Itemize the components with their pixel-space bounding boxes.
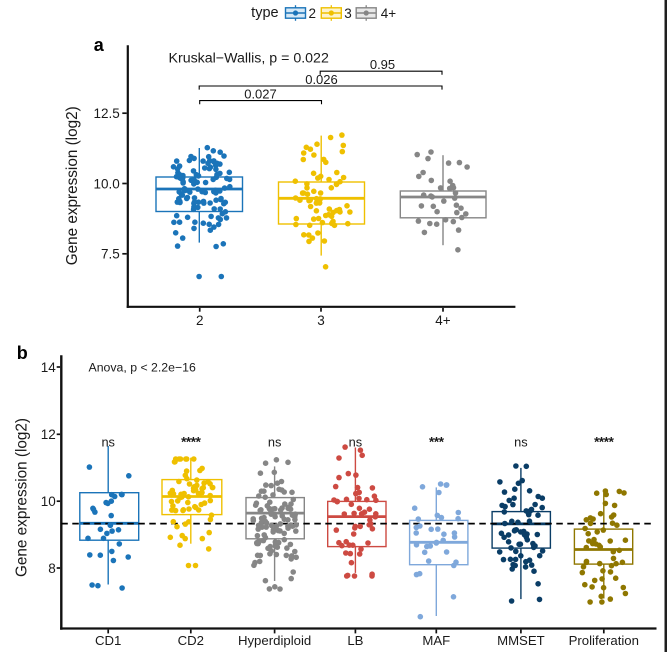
svg-text:0.95: 0.95 <box>370 57 395 72</box>
svg-text:7.5: 7.5 <box>101 247 120 262</box>
svg-text:Hyperdiploid: Hyperdiploid <box>238 633 311 648</box>
svg-text:12.5: 12.5 <box>94 106 120 121</box>
svg-text:CD2: CD2 <box>178 633 204 648</box>
svg-text:****: **** <box>594 435 615 450</box>
svg-text:14: 14 <box>41 360 57 375</box>
svg-text:3: 3 <box>317 313 325 328</box>
svg-text:4+: 4+ <box>435 313 451 328</box>
svg-text:type: type <box>251 5 278 21</box>
svg-text:Anova, p < 2.2e−16: Anova, p < 2.2e−16 <box>89 361 197 375</box>
svg-text:12: 12 <box>41 427 56 442</box>
svg-text:2: 2 <box>196 313 204 328</box>
svg-text:Proliferation: Proliferation <box>569 633 639 648</box>
svg-text:2: 2 <box>309 6 317 21</box>
svg-text:CD1: CD1 <box>95 633 121 648</box>
svg-text:Gene expression (log2): Gene expression (log2) <box>64 106 81 265</box>
svg-text:LB: LB <box>347 633 363 648</box>
svg-text:ns: ns <box>514 435 528 450</box>
svg-text:ns: ns <box>101 435 115 450</box>
svg-text:MMSET: MMSET <box>497 633 545 648</box>
svg-text:****: **** <box>181 435 202 450</box>
svg-text:a: a <box>94 35 105 55</box>
svg-text:ns: ns <box>268 435 282 450</box>
svg-text:0.026: 0.026 <box>305 72 338 87</box>
svg-text:MAF: MAF <box>422 633 450 648</box>
svg-text:10.0: 10.0 <box>94 176 120 191</box>
svg-text:Gene expression (log2): Gene expression (log2) <box>13 418 30 577</box>
svg-text:Kruskal−Wallis, p = 0.022: Kruskal−Wallis, p = 0.022 <box>169 51 329 67</box>
svg-text:b: b <box>17 343 28 363</box>
svg-text:ns: ns <box>349 435 363 450</box>
svg-text:3: 3 <box>344 6 352 21</box>
svg-text:8: 8 <box>48 561 56 576</box>
svg-text:10: 10 <box>41 494 56 509</box>
svg-text:4+: 4+ <box>381 6 397 21</box>
svg-text:0.027: 0.027 <box>244 86 277 101</box>
svg-text:***: *** <box>429 435 445 450</box>
